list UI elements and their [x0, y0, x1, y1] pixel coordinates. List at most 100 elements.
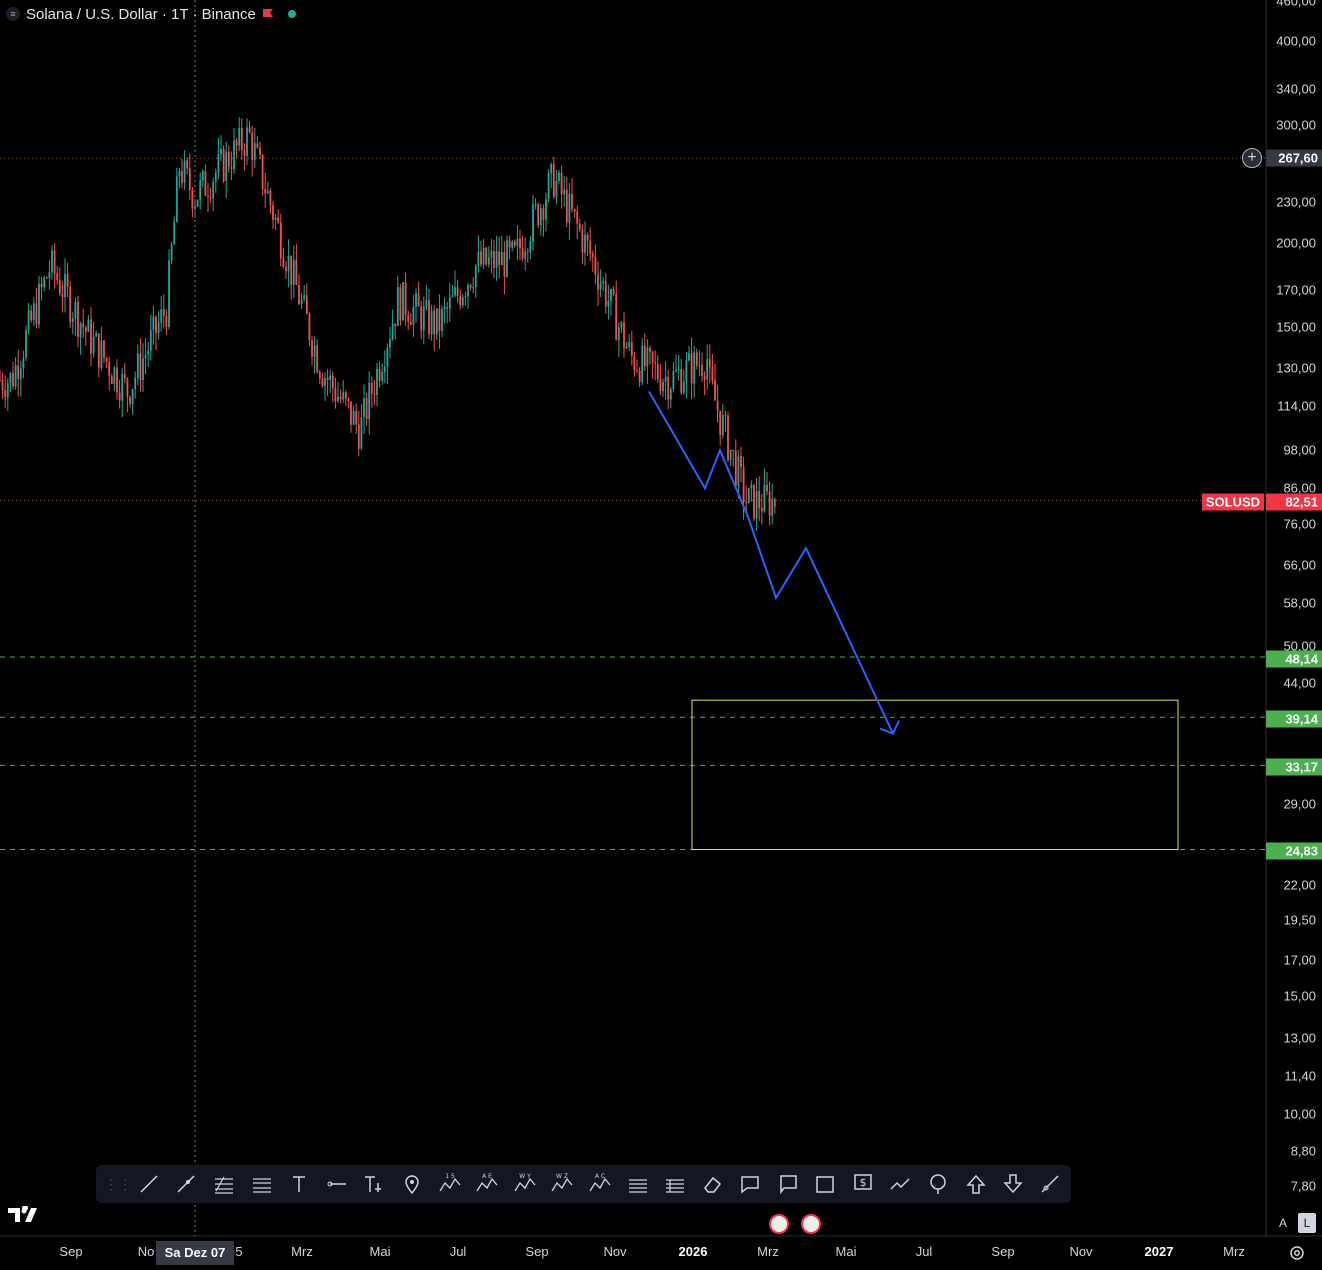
- candle-body: [45, 277, 48, 279]
- anchor-icon[interactable]: [919, 1167, 957, 1201]
- drag-handle-icon[interactable]: ⋮⋮: [104, 1175, 132, 1192]
- candle-body: [355, 411, 358, 425]
- candle-body: [266, 190, 269, 194]
- candle-body: [259, 147, 261, 155]
- price-axis-label: 15,00: [1283, 988, 1316, 1004]
- path-icon[interactable]: [882, 1167, 920, 1201]
- us-flag-event-icon[interactable]: [769, 1214, 789, 1234]
- us-flag-event-icon[interactable]: [801, 1214, 821, 1234]
- candle-body: [149, 330, 152, 351]
- candle-body: [339, 396, 342, 400]
- tradingview-logo[interactable]: [8, 1205, 40, 1229]
- candle-body: [386, 347, 389, 367]
- wxy-pattern-icon[interactable]: W Y: [506, 1167, 544, 1201]
- fib-retracement-icon[interactable]: [205, 1167, 243, 1201]
- candle-body: [441, 308, 443, 331]
- log-scale-button[interactable]: L: [1298, 1213, 1316, 1233]
- candle-body: [396, 287, 399, 326]
- time-axis-label: 5: [235, 1244, 243, 1259]
- candle-body: [6, 383, 9, 398]
- candle-body: [272, 205, 274, 220]
- date-range-icon[interactable]: [619, 1167, 657, 1201]
- settings-icon[interactable]: [1288, 1244, 1306, 1262]
- time-axis-label: Jul: [449, 1244, 467, 1259]
- candle-body: [134, 377, 137, 390]
- candle-body: [116, 367, 118, 393]
- candle-body: [303, 295, 306, 300]
- time-axis-label: Nov: [603, 1244, 627, 1259]
- candle-body: [201, 171, 204, 181]
- trend-line-icon[interactable]: [130, 1167, 168, 1201]
- candle-body: [188, 168, 191, 190]
- price-range-icon[interactable]: [656, 1167, 694, 1201]
- candle-body: [381, 371, 384, 381]
- candle-body: [352, 411, 355, 425]
- candle-body: [615, 294, 618, 340]
- candle-body: [92, 336, 95, 354]
- candle-body: [599, 283, 602, 290]
- price-axis-label: 58,00: [1283, 595, 1316, 611]
- candle-body: [438, 308, 441, 331]
- pin-icon[interactable]: [393, 1167, 431, 1201]
- callout-icon[interactable]: [732, 1167, 770, 1201]
- eraser-icon[interactable]: [694, 1167, 732, 1201]
- comment-icon[interactable]: [769, 1167, 807, 1201]
- symbol-title[interactable]: Solana / U.S. Dollar · 1T · Binance: [26, 5, 256, 23]
- candle-body: [337, 396, 339, 401]
- flag-icon[interactable]: [262, 8, 274, 20]
- arrow-up-icon[interactable]: [957, 1167, 995, 1201]
- abc-pattern-icon[interactable]: A C: [581, 1167, 619, 1201]
- candle-body: [248, 127, 251, 133]
- candle-body: [175, 176, 178, 222]
- price-axis-label: 29,00: [1283, 796, 1316, 812]
- abcde-pattern-icon[interactable]: A E: [468, 1167, 506, 1201]
- candle-body: [261, 154, 264, 190]
- candle-body: [628, 342, 631, 347]
- candle-body: [118, 392, 121, 401]
- arrow-down-icon[interactable]: [995, 1167, 1033, 1201]
- anchored-text-icon[interactable]: [356, 1167, 394, 1201]
- candle-body: [235, 140, 238, 146]
- candle-body: [131, 389, 134, 405]
- candle-body: [547, 173, 550, 200]
- brush-icon[interactable]: [1032, 1167, 1070, 1201]
- candle-body: [77, 301, 79, 337]
- candle-body: [279, 222, 282, 259]
- candle-body: [623, 322, 625, 349]
- wxyxz-pattern-icon[interactable]: W Z: [544, 1167, 582, 1201]
- price-axis-label: 150,00: [1276, 319, 1316, 335]
- candle-body: [350, 401, 352, 425]
- chart-header[interactable]: ≡ Solana / U.S. Dollar · 1T · Binance: [6, 4, 296, 24]
- time-axis-label: Mrz: [757, 1244, 779, 1259]
- time-axis-label: Mrz: [291, 1244, 313, 1259]
- candle-body: [253, 143, 256, 161]
- rectangle-icon[interactable]: [807, 1167, 845, 1201]
- auto-scale-button[interactable]: A: [1278, 1216, 1287, 1230]
- candle-body: [685, 360, 688, 382]
- horizontal-ray-icon[interactable]: [318, 1167, 356, 1201]
- parallel-channel-icon[interactable]: [243, 1167, 281, 1201]
- candle-body: [500, 252, 503, 266]
- candle-body: [51, 250, 53, 272]
- candle-body: [677, 369, 680, 371]
- candle-body: [714, 380, 716, 401]
- level-tag: 39,14: [1266, 710, 1322, 728]
- ray-icon[interactable]: [168, 1167, 206, 1201]
- candle-body: [417, 293, 420, 307]
- time-axis-label: 2027: [1144, 1244, 1174, 1259]
- elliott-impulse-icon[interactable]: 1 5: [431, 1167, 469, 1201]
- price-axis-label: 7,80: [1290, 1178, 1316, 1194]
- candle-body: [703, 375, 706, 380]
- price-note-icon[interactable]: $: [844, 1167, 882, 1201]
- candle-body: [610, 289, 612, 301]
- candle-body: [178, 171, 181, 177]
- add-alert-icon[interactable]: +: [1242, 148, 1262, 168]
- crosshair-date-tag: Sa Dez 07: [156, 1241, 234, 1265]
- candle-body: [412, 306, 415, 325]
- text-icon[interactable]: [280, 1167, 318, 1201]
- candle-body: [443, 306, 446, 309]
- candle-body: [30, 310, 33, 321]
- projection-path: [648, 390, 894, 734]
- candle-body: [542, 208, 545, 220]
